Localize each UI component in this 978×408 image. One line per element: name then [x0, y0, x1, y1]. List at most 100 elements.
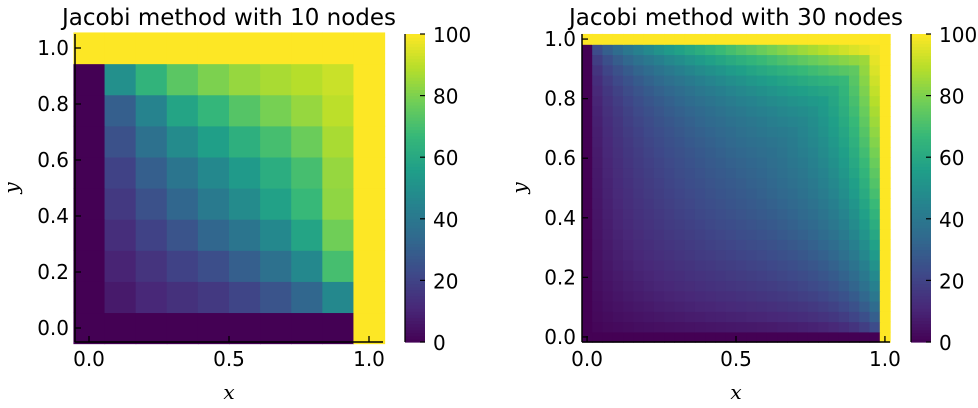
heatmap-cell	[664, 321, 675, 333]
heatmap-cell	[592, 239, 604, 251]
heatmap-cell	[838, 95, 850, 107]
heatmap-cell	[581, 85, 593, 97]
heatmap-cell	[581, 280, 593, 292]
colorbar-segment	[911, 203, 931, 208]
heatmap-cell	[807, 331, 819, 343]
heatmap-cell	[725, 157, 737, 169]
heatmap-cell	[581, 259, 593, 271]
heatmap-cell	[674, 321, 686, 333]
colorbar-segment	[405, 154, 425, 158]
heatmap-cell	[869, 54, 881, 66]
heatmap-cell	[166, 188, 199, 220]
heatmap-cell	[166, 250, 199, 282]
heatmap-cell	[736, 85, 747, 97]
heatmap-cell	[725, 270, 737, 282]
y-tick-label: 0.6	[37, 148, 69, 172]
heatmap-cell	[848, 64, 860, 76]
heatmap-cell	[848, 54, 860, 66]
heatmap-cell	[828, 188, 840, 199]
heatmap-cell	[725, 259, 737, 271]
heatmap-cell	[838, 177, 850, 189]
heatmap-cell	[260, 94, 292, 127]
heatmap-cell	[848, 270, 860, 282]
colorbar-segment	[911, 95, 931, 100]
heatmap-cell	[664, 136, 675, 148]
colorbar-segment	[911, 67, 931, 72]
heatmap-cell	[756, 157, 768, 169]
heatmap-cell	[746, 54, 758, 66]
heatmap-cell	[848, 146, 860, 158]
colorbar-segment	[911, 138, 931, 143]
heatmap-cell	[787, 116, 799, 127]
heatmap-cell	[818, 177, 830, 189]
heatmap-cell	[602, 167, 614, 179]
colorbar-tick-label: 0	[939, 331, 952, 355]
heatmap-cell	[828, 290, 840, 302]
heatmap-cell	[592, 249, 604, 261]
colorbar-segment	[911, 191, 931, 195]
heatmap-cell	[818, 44, 830, 56]
heatmap-cell	[838, 218, 850, 230]
heatmap-cell	[859, 146, 871, 158]
heatmap-cell	[869, 290, 881, 302]
colorbar-segment	[911, 255, 931, 260]
heatmap-cell	[838, 239, 850, 251]
heatmap-cell	[643, 188, 655, 199]
heatmap-cell	[756, 85, 768, 97]
heatmap-cell	[694, 280, 706, 292]
heatmap-cell	[838, 54, 850, 66]
heatmap-cell	[818, 208, 830, 220]
heatmap-cell	[602, 321, 614, 333]
heatmap-cell	[838, 105, 850, 117]
heatmap-cell	[807, 105, 819, 117]
heatmap-cell	[756, 300, 768, 312]
heatmap-cell	[838, 33, 850, 45]
heatmap-cell	[746, 33, 758, 45]
colorbar-segment	[405, 74, 425, 78]
heatmap-cell	[756, 126, 768, 138]
heatmap-cell	[674, 33, 686, 45]
colorbar-segment	[405, 234, 425, 238]
colorbar-segment	[911, 34, 931, 38]
colorbar-segment	[405, 194, 425, 198]
heatmap-cell	[653, 33, 665, 45]
y-tick-label: 0.8	[37, 92, 69, 116]
heatmap-cell	[612, 259, 624, 271]
heatmap-cell	[736, 280, 747, 292]
heatmap-cell	[104, 94, 137, 127]
heatmap-cell	[756, 198, 768, 210]
heatmap-cell	[612, 136, 624, 148]
heatmap-cell	[581, 157, 593, 169]
heatmap-cell	[664, 300, 675, 312]
colorbar-segment	[911, 274, 931, 278]
heatmap-cell	[197, 188, 230, 220]
colorbar-segment	[405, 329, 425, 334]
heatmap-cell	[291, 32, 323, 65]
heatmap-cell	[643, 229, 655, 240]
heatmap-cell	[797, 157, 809, 169]
heatmap-cell	[807, 290, 819, 302]
heatmap-cell	[725, 85, 737, 97]
heatmap-cell	[756, 136, 768, 148]
heatmap-cell	[705, 105, 717, 117]
x-tick-label: 1.0	[869, 347, 901, 371]
heatmap-cell	[705, 198, 717, 210]
colorbar-segment	[405, 132, 425, 137]
y-tick-label: 0.8	[544, 87, 576, 111]
heatmap-cell	[664, 331, 675, 343]
colorbar-segment	[405, 151, 425, 155]
colorbar-segment	[911, 144, 931, 149]
colorbar-segment	[405, 326, 425, 331]
heatmap-cell	[581, 249, 593, 261]
heatmap-cell	[756, 249, 768, 261]
heatmap-cell	[612, 249, 624, 261]
heatmap-cell	[73, 94, 106, 127]
heatmap-cell	[756, 321, 768, 333]
heatmap-cell	[322, 188, 355, 220]
heatmap-cell	[756, 95, 768, 107]
heatmap-cell	[828, 167, 840, 179]
heatmap-cell	[879, 146, 891, 158]
y-tick-label: 0.4	[37, 204, 69, 228]
heatmap-cell	[623, 280, 634, 292]
heatmap-cell	[705, 157, 717, 169]
